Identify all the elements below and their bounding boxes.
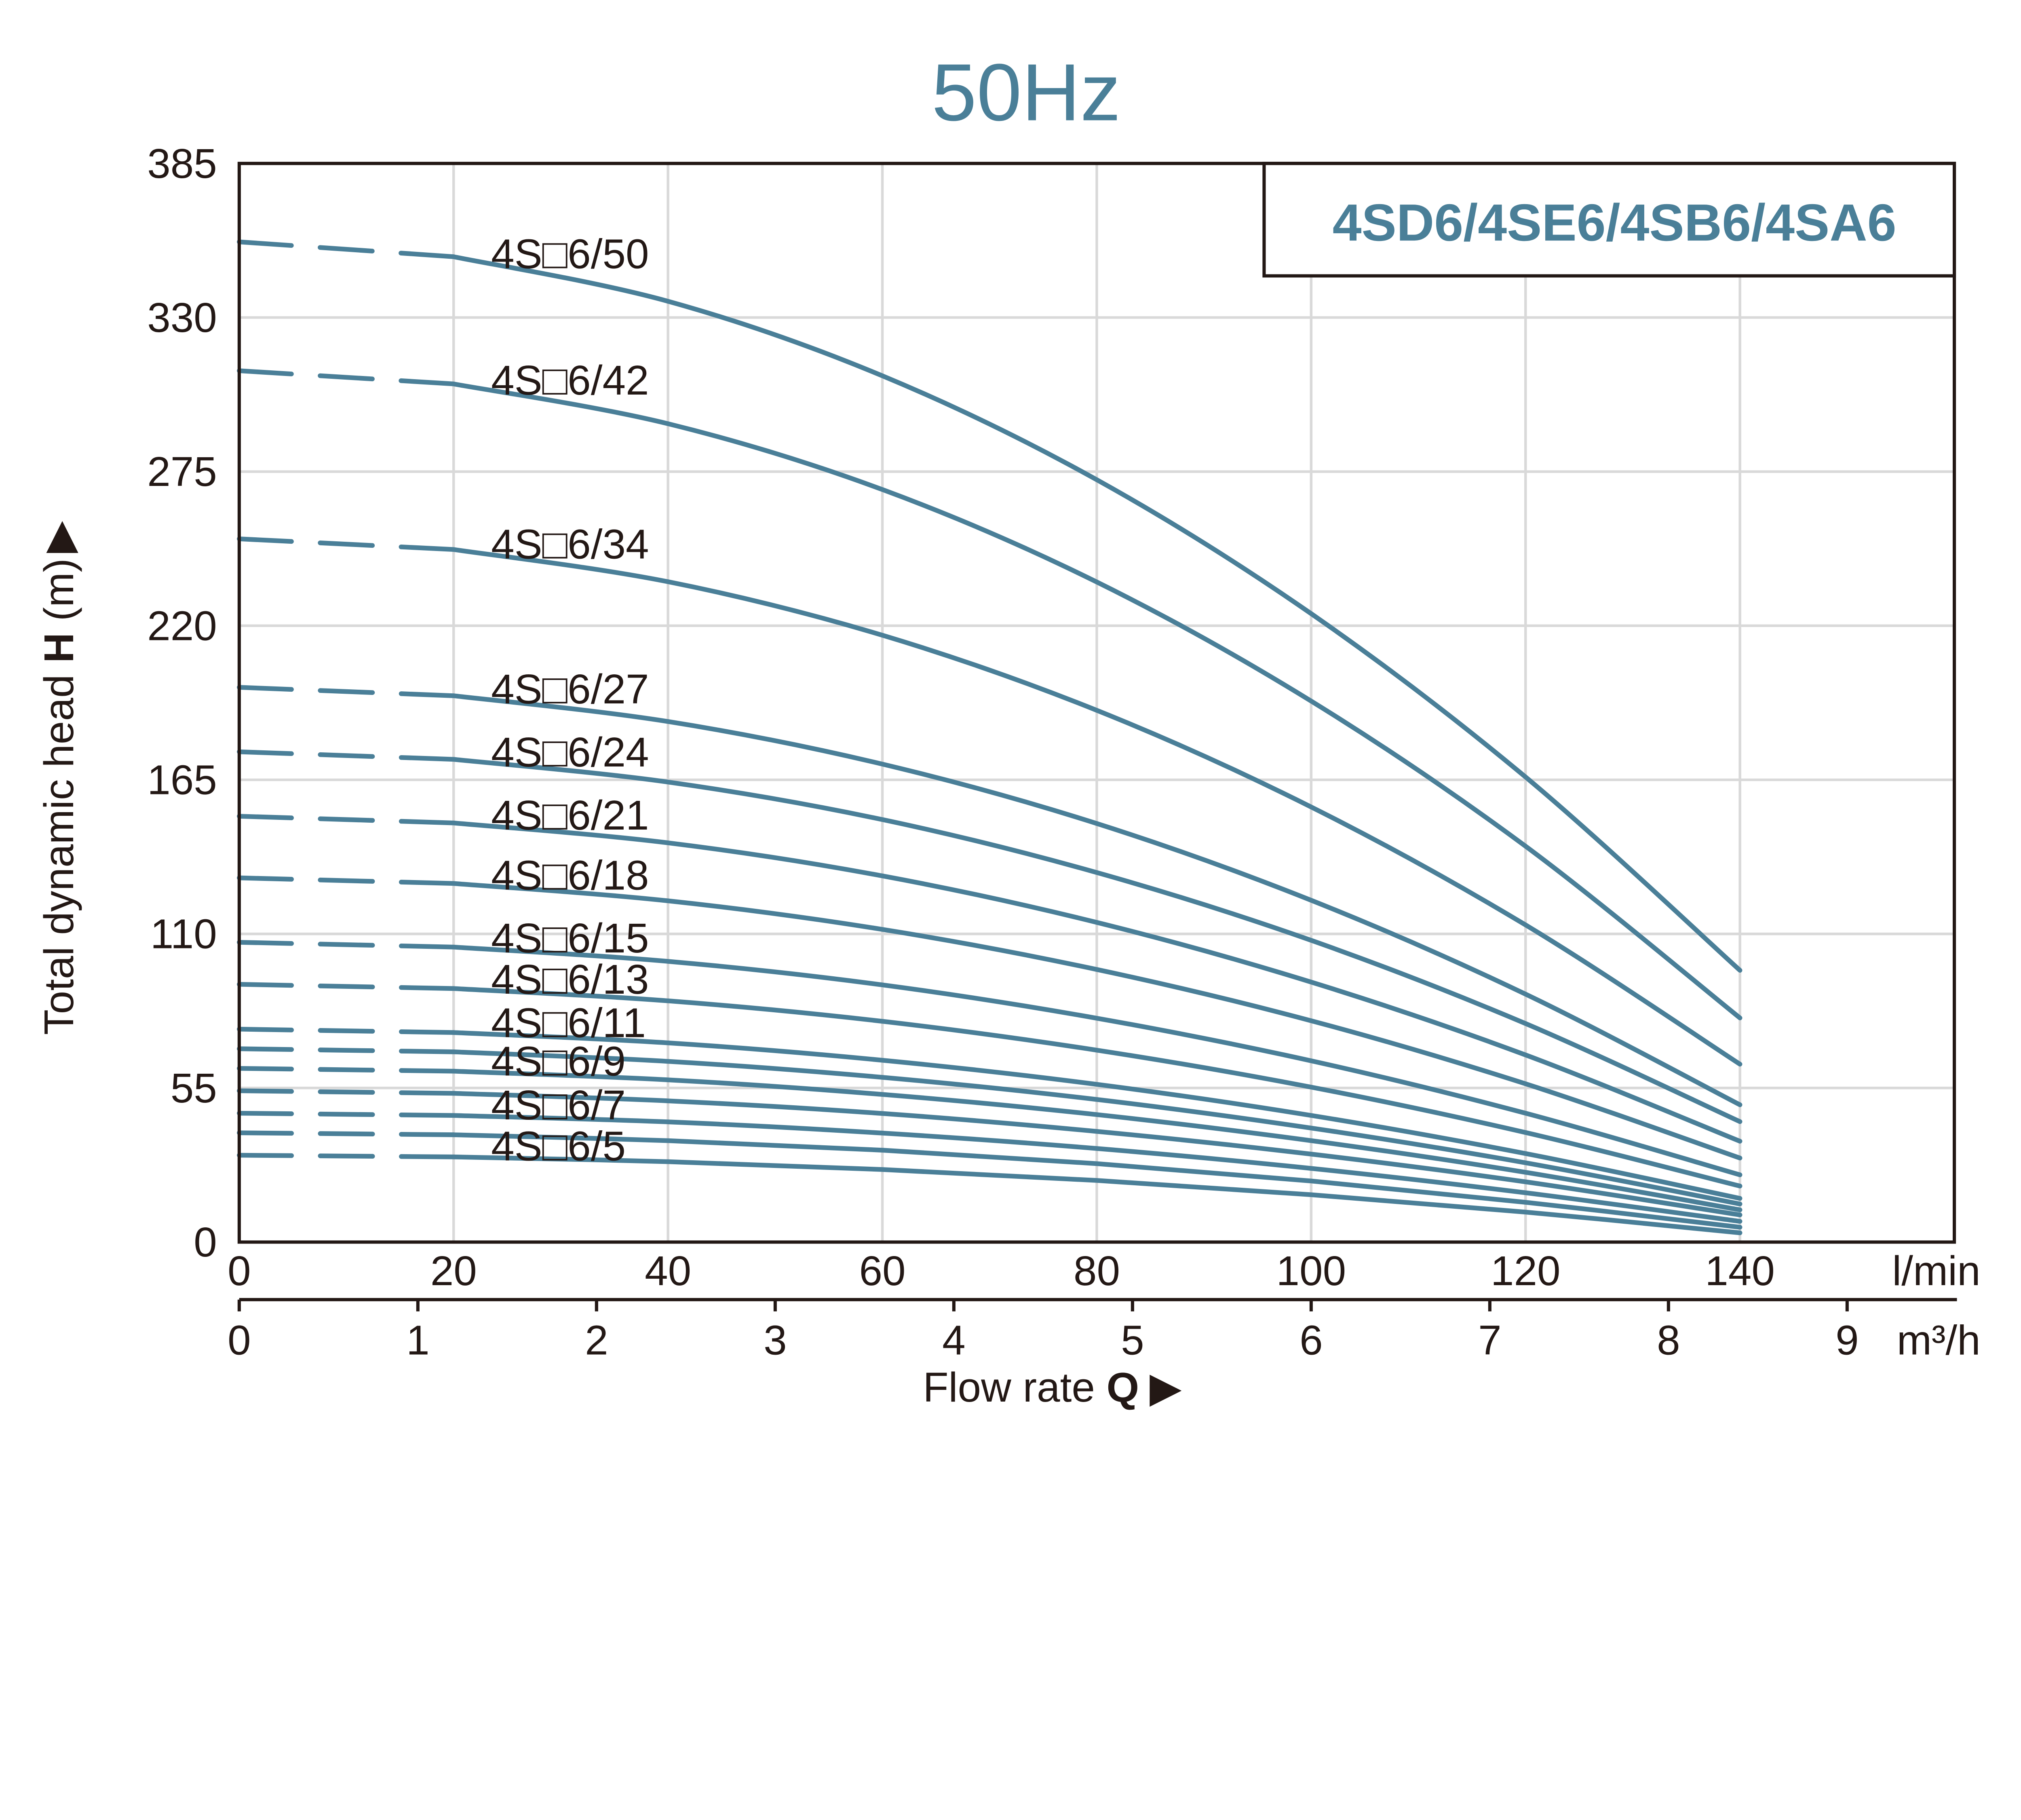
curve-label: 4S□6/34 [491,521,649,568]
curve-dashed-segment [237,1088,456,1096]
curves [237,239,1743,1235]
curve-dashed-segment [237,1130,456,1137]
pump-curve [451,254,1743,973]
y-axis: 0 55 110 165 220 275 330 385 [147,140,217,1265]
y-axis-label-prefix: Total dynamic head [35,663,82,1035]
x-axis-label-symbol: Q [1107,1364,1139,1410]
pump-curve [451,1068,1743,1212]
curve-label: 4S□6/21 [491,792,649,838]
x2-tick-label: 2 [585,1317,608,1364]
curve-label: 4S□6/18 [491,851,649,898]
x2-tick-label: 1 [406,1317,430,1364]
curve-label: 4S□6/24 [491,728,649,775]
x-axis-label-prefix: Flow rate [923,1364,1106,1410]
curve-label: 4S□6/11 [491,999,646,1046]
pump-curve [451,881,1743,1161]
x-tick-label: 40 [645,1247,691,1294]
curve-label: 4S□6/15 [491,914,649,961]
curve-dashed-segment [237,1026,456,1035]
curve-dashed-segment [237,940,456,950]
x-tick-label: 80 [1074,1247,1120,1294]
plot-frame [237,162,1956,1244]
x2-tick-label: 4 [942,1317,966,1364]
pump-curve [451,547,1743,1067]
curve-label: 4S□6/50 [491,230,649,277]
pump-curve [451,1113,1743,1224]
curve-dashed-segment [237,982,456,991]
pump-curve [451,1091,1743,1218]
y-axis-label-symbol: H [35,633,82,663]
curve-dashed-segment [237,749,456,762]
curve-dashed-segment [237,1046,456,1054]
pump-curve [451,693,1743,1107]
chart-title: 50Hz [932,47,1121,138]
x2-tick-label: 9 [1835,1317,1859,1364]
x2-tick-label: 7 [1478,1317,1502,1364]
pump-curve [451,820,1743,1144]
x-tick-label: 60 [859,1247,905,1294]
curve-labels: 4S□6/50 4S□6/42 4S□6/34 4S□6/27 4S□6/24 4S□6/… [491,230,649,1170]
curve-label: 4S□6/27 [491,665,649,712]
y-tick-label: 55 [171,1064,217,1111]
x-unit-label: l/min [1892,1247,1981,1294]
pump-curve [451,1154,1743,1235]
x-axis-lpm: 0 20 40 60 80 100 120 140 l/min [228,1247,1981,1294]
y-tick-label: 0 [194,1218,217,1265]
curve-dashed-segment [237,536,456,552]
x-tick-label: 0 [228,1247,251,1294]
curve-label: 4S□6/13 [491,956,649,1003]
x-axis-arrow-icon: ▶ [1150,1364,1182,1410]
curve-dashed-segment [237,1153,456,1159]
legend-text: 4SD6/4SE6/4SB6/4SA6 [1333,194,1897,252]
pump-curve [451,1049,1743,1207]
pump-curve [451,1132,1743,1230]
pump-curve [451,757,1743,1124]
legend-box: 4SD6/4SE6/4SB6/4SA6 [1262,162,1956,278]
y-axis-label: Total dynamic head H (m) ▶ [35,521,82,1035]
curve-dashed-segment [237,368,456,386]
x-axis-m3h: 0 1 2 3 4 5 6 7 8 9 m³/h [228,1299,1981,1364]
x2-tick-label: 3 [764,1317,787,1364]
curve-label: 4S□6/9 [491,1037,626,1084]
y-tick-label: 110 [150,910,217,957]
x2-tick-label: 8 [1657,1317,1680,1364]
x-tick-label: 100 [1276,1247,1346,1294]
y-axis-label-unit: (m) [35,558,82,633]
pump-curve [451,381,1743,1020]
pump-curve [451,944,1743,1177]
curve-dashed-segment [237,239,456,259]
y-axis-arrow-icon: ▶ [35,521,82,553]
pump-curve-chart: 50Hz 4S□6/504S□6/424S□6/344S□6/274S□6/24… [35,47,1981,1410]
x-axis-label: Flow rate Q ▶ [923,1364,1181,1410]
x2-tick-label: 0 [228,1317,251,1364]
y-tick-label: 330 [147,294,217,341]
x-tick-label: 20 [430,1247,477,1294]
x-tick-label: 140 [1705,1247,1775,1294]
x2-tick-label: 6 [1300,1317,1323,1364]
y-tick-label: 165 [147,756,217,803]
curve-dashed-segment [237,1111,456,1118]
pump-curve [451,1030,1743,1201]
x2-tick-label: 5 [1121,1317,1144,1364]
curve-dashed-segment [237,875,456,886]
x-tick-label: 120 [1491,1247,1561,1294]
curve-label: 4S□6/5 [491,1123,626,1170]
y-tick-label: 275 [147,448,217,495]
curve-dashed-segment [237,685,456,698]
y-tick-label: 385 [147,140,217,187]
y-tick-label: 220 [147,602,217,649]
pump-curve [451,986,1743,1189]
curve-label: 4S□6/42 [491,357,649,403]
x2-unit-label: m³/h [1897,1317,1981,1364]
curve-dashed-segment [237,1066,456,1074]
curve-dashed-segment [237,814,456,826]
curve-label: 4S□6/7 [491,1081,626,1128]
